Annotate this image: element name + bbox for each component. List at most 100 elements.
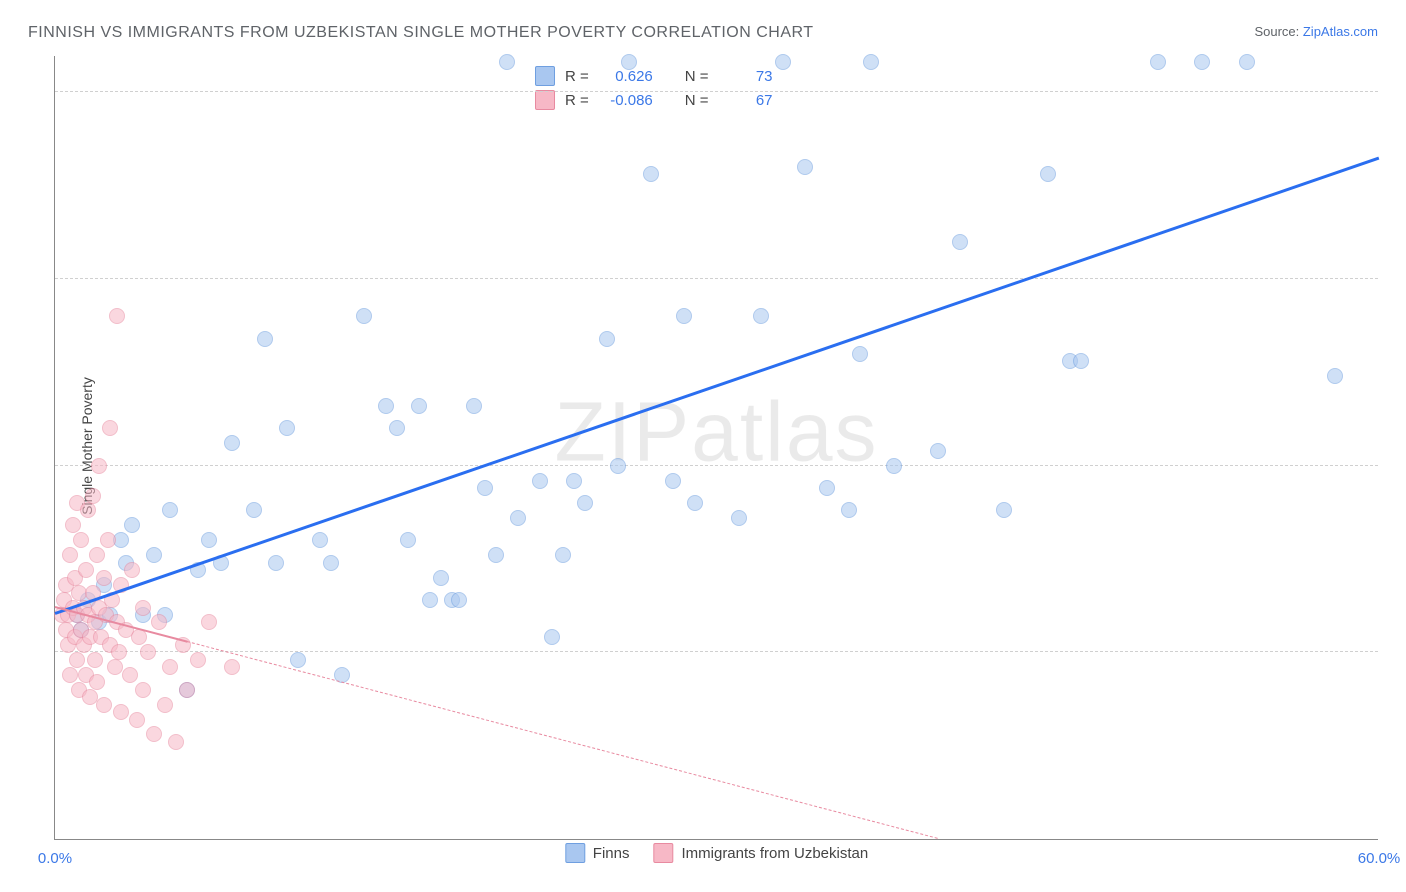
scatter-point — [566, 473, 582, 489]
scatter-point — [930, 443, 946, 459]
swatch-icon — [565, 843, 585, 863]
scatter-point — [89, 547, 105, 563]
source-attribution: Source: ZipAtlas.com — [1254, 24, 1378, 39]
trend-line — [187, 641, 938, 839]
scatter-point — [1150, 54, 1166, 70]
legend-item-finns: Finns — [565, 843, 630, 863]
plot-area: ZIPatlas R = 0.626 N = 73 R = -0.086 N =… — [54, 56, 1378, 840]
scatter-point — [577, 495, 593, 511]
y-tick-label: 75.0% — [1390, 271, 1406, 288]
scatter-point — [753, 308, 769, 324]
n-value: 73 — [719, 68, 773, 85]
scatter-point — [109, 308, 125, 324]
scatter-point — [135, 682, 151, 698]
legend-label: Immigrants from Uzbekistan — [681, 845, 868, 862]
r-value: -0.086 — [599, 92, 653, 109]
scatter-point — [488, 547, 504, 563]
scatter-point — [96, 697, 112, 713]
scatter-point — [124, 562, 140, 578]
n-label: N = — [685, 92, 709, 109]
swatch-icon — [653, 843, 673, 863]
scatter-point — [400, 532, 416, 548]
scatter-point — [162, 502, 178, 518]
scatter-point — [246, 502, 262, 518]
scatter-point — [65, 517, 81, 533]
scatter-point — [168, 734, 184, 750]
y-tick-label: 25.0% — [1390, 644, 1406, 661]
scatter-point — [69, 652, 85, 668]
scatter-point — [621, 54, 637, 70]
scatter-point — [190, 652, 206, 668]
scatter-point — [378, 398, 394, 414]
scatter-point — [257, 331, 273, 347]
scatter-point — [224, 435, 240, 451]
scatter-point — [151, 614, 167, 630]
series-legend: Finns Immigrants from Uzbekistan — [565, 843, 868, 863]
scatter-point — [131, 629, 147, 645]
scatter-point — [290, 652, 306, 668]
scatter-point — [87, 652, 103, 668]
scatter-point — [113, 704, 129, 720]
scatter-point — [129, 712, 145, 728]
scatter-point — [643, 166, 659, 182]
n-label: N = — [685, 68, 709, 85]
scatter-point — [555, 547, 571, 563]
scatter-point — [863, 54, 879, 70]
scatter-point — [323, 555, 339, 571]
scatter-point — [775, 54, 791, 70]
scatter-point — [279, 420, 295, 436]
scatter-point — [312, 532, 328, 548]
scatter-point — [91, 458, 107, 474]
scatter-point — [599, 331, 615, 347]
scatter-point — [201, 532, 217, 548]
scatter-point — [89, 674, 105, 690]
scatter-point — [996, 502, 1012, 518]
scatter-point — [1073, 353, 1089, 369]
scatter-point — [162, 659, 178, 675]
scatter-point — [466, 398, 482, 414]
gridline — [55, 278, 1378, 279]
scatter-point — [819, 480, 835, 496]
source-prefix: Source: — [1254, 24, 1302, 39]
scatter-point — [389, 420, 405, 436]
scatter-point — [122, 667, 138, 683]
scatter-point — [797, 159, 813, 175]
scatter-point — [201, 614, 217, 630]
scatter-point — [179, 682, 195, 698]
scatter-point — [100, 532, 116, 548]
x-tick-label: 60.0% — [1358, 850, 1401, 867]
scatter-point — [1194, 54, 1210, 70]
scatter-point — [146, 726, 162, 742]
scatter-point — [1327, 368, 1343, 384]
scatter-point — [1040, 166, 1056, 182]
scatter-point — [433, 570, 449, 586]
r-label: R = — [565, 92, 589, 109]
scatter-point — [610, 458, 626, 474]
scatter-point — [886, 458, 902, 474]
swatch-icon — [535, 90, 555, 110]
scatter-point — [676, 308, 692, 324]
n-value: 67 — [719, 92, 773, 109]
scatter-point — [841, 502, 857, 518]
legend-label: Finns — [593, 845, 630, 862]
gridline — [55, 465, 1378, 466]
scatter-point — [102, 420, 118, 436]
scatter-point — [78, 562, 94, 578]
scatter-point — [73, 532, 89, 548]
scatter-point — [952, 234, 968, 250]
scatter-point — [665, 473, 681, 489]
scatter-point — [224, 659, 240, 675]
scatter-point — [451, 592, 467, 608]
scatter-point — [107, 659, 123, 675]
scatter-point — [124, 517, 140, 533]
watermark: ZIPatlas — [554, 383, 878, 480]
trend-line — [55, 157, 1380, 615]
source-link[interactable]: ZipAtlas.com — [1303, 24, 1378, 39]
scatter-point — [356, 308, 372, 324]
gridline — [55, 91, 1378, 92]
scatter-point — [157, 697, 173, 713]
chart-title: FINNISH VS IMMIGRANTS FROM UZBEKISTAN SI… — [28, 24, 814, 42]
scatter-point — [96, 570, 112, 586]
scatter-point — [544, 629, 560, 645]
scatter-point — [477, 480, 493, 496]
